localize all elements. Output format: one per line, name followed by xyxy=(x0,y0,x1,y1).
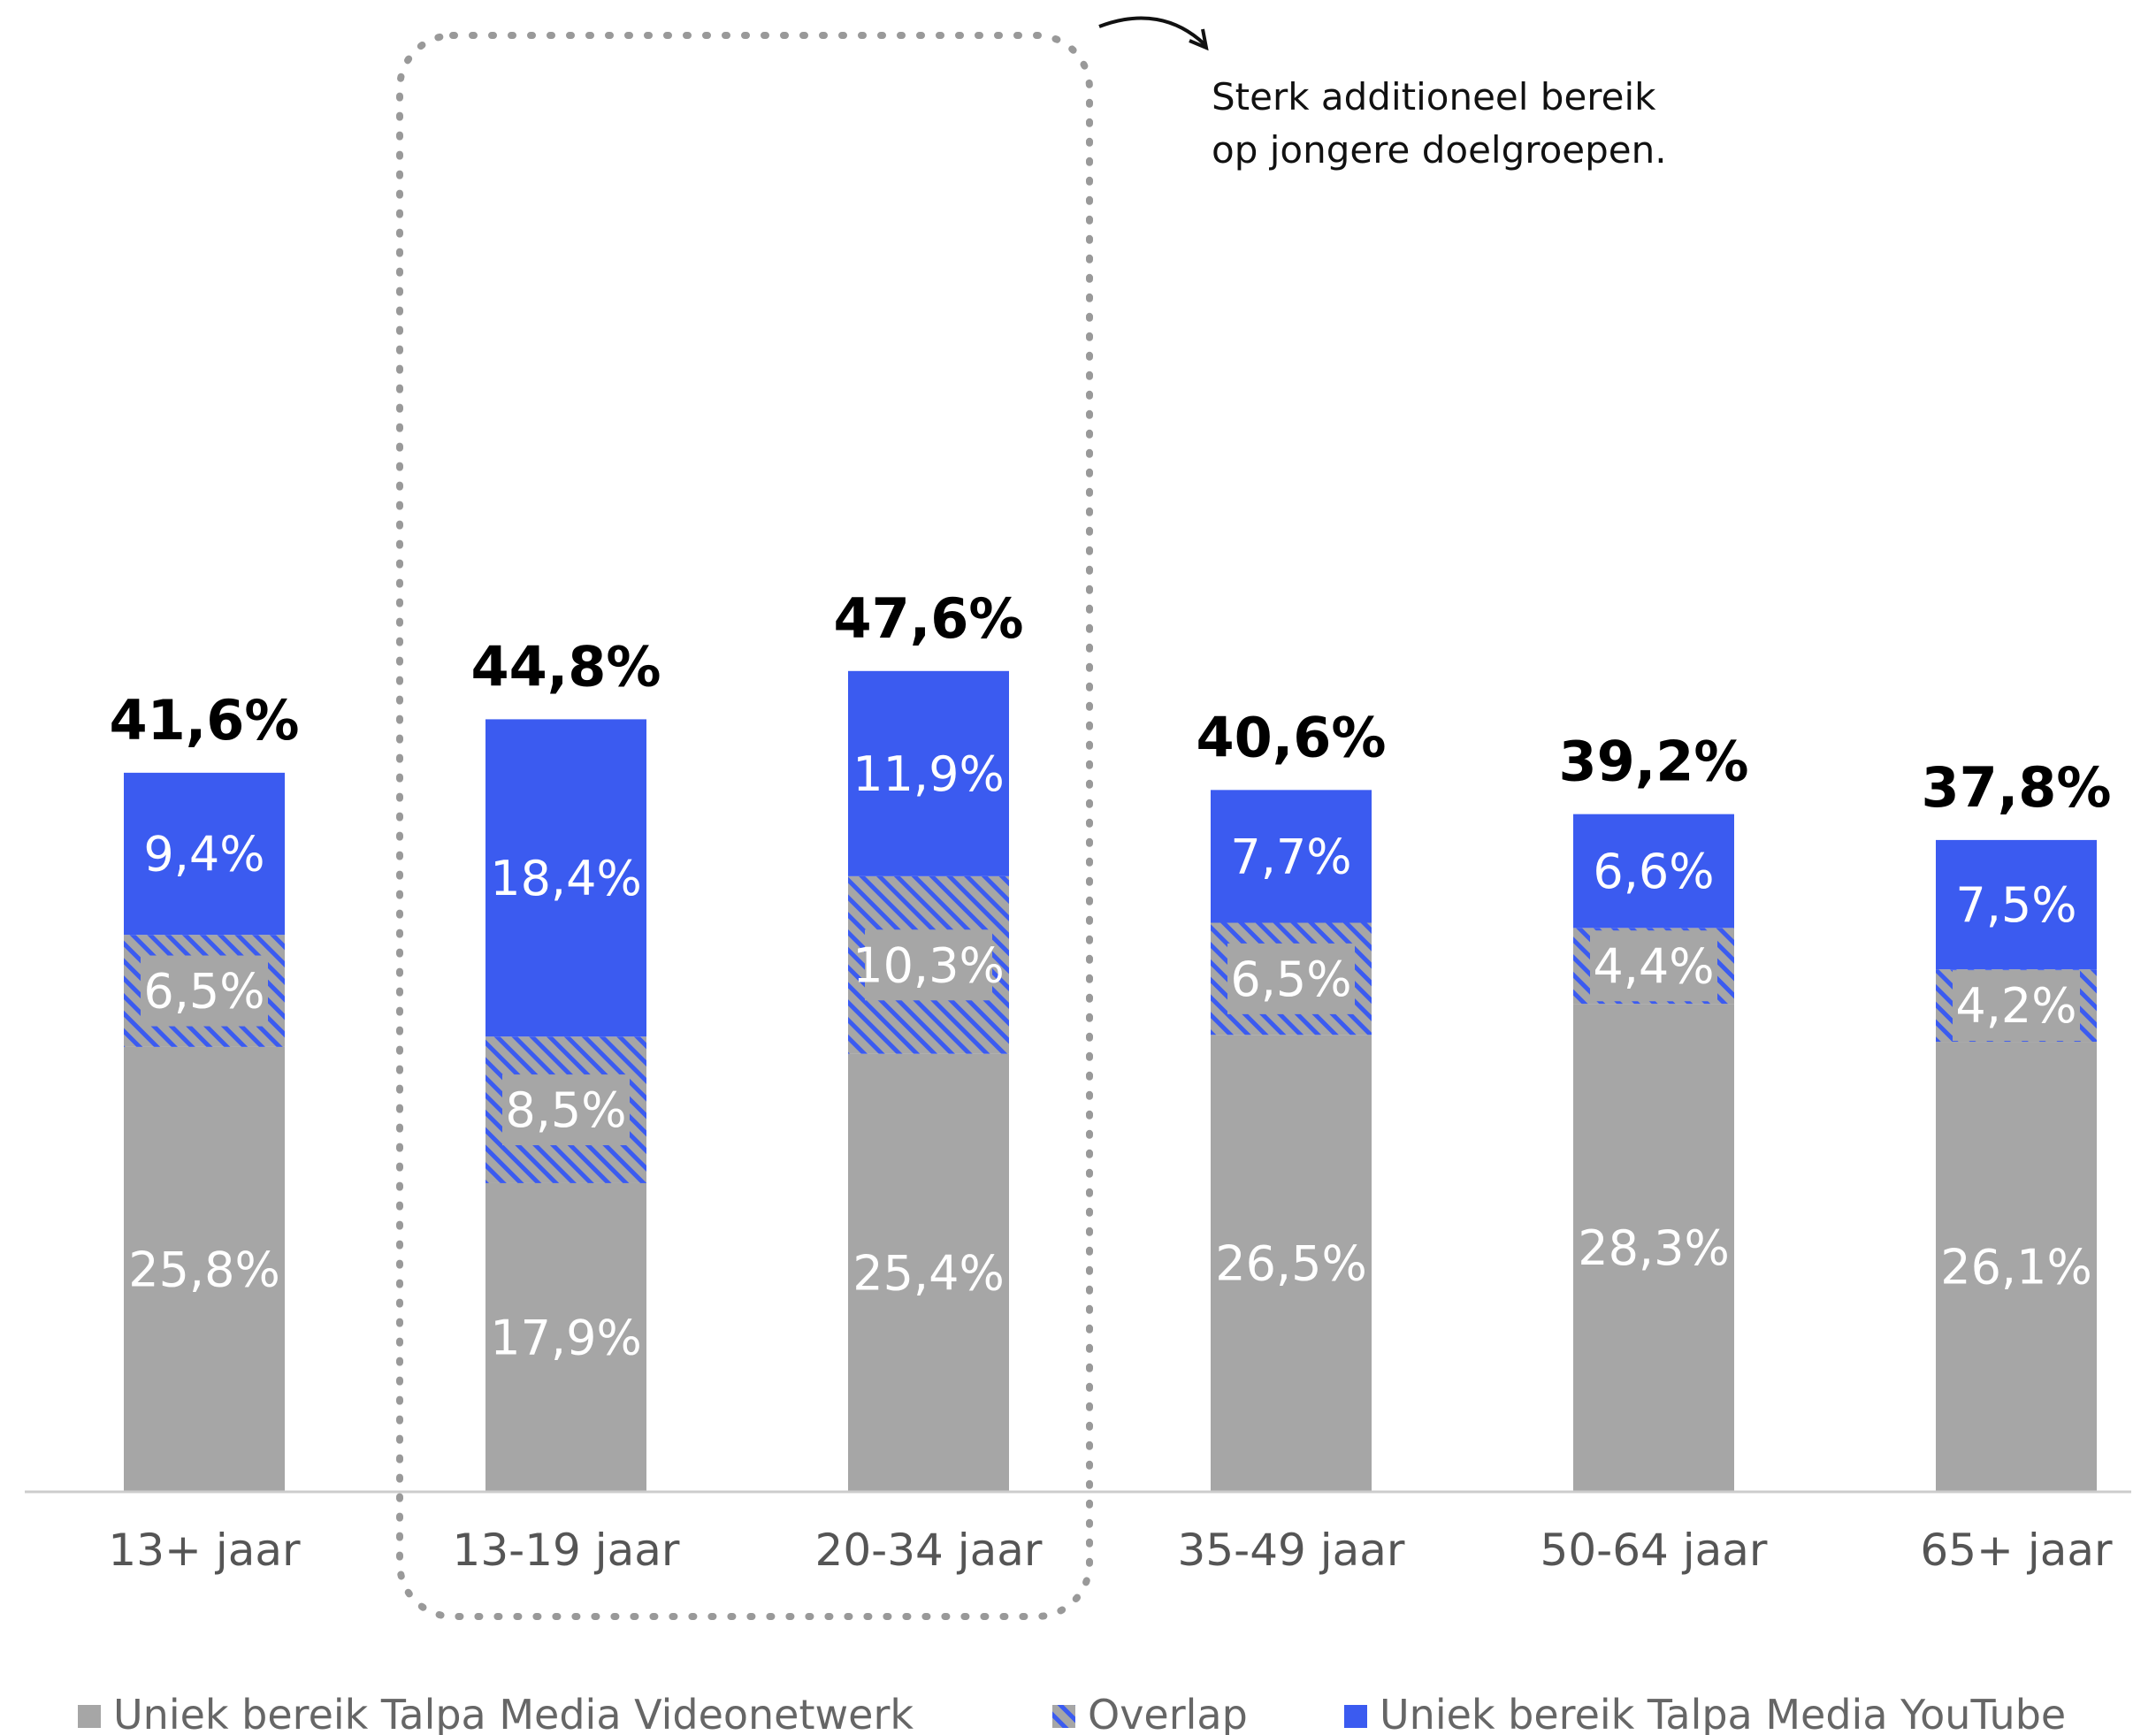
x-tick-label: 13-19 jaar xyxy=(453,1525,680,1576)
segment-value-label: 4,2% xyxy=(1955,978,2076,1034)
segment-value-label: 25,8% xyxy=(128,1242,280,1297)
bar-segment-1 xyxy=(1573,1004,1734,1492)
bars-group: 25,8% 6,5% 9,4% 41,6% 17,9% 8,5% 18,4% 44,8% 25,… xyxy=(109,586,2112,1492)
bar-total-label: 44,8% xyxy=(470,634,661,699)
legend-label-3: Uniek bereik Talpa Media YouTube xyxy=(1380,1691,2066,1735)
bar-segment-1 xyxy=(485,1182,646,1492)
x-tick-label: 20-34 jaar xyxy=(815,1525,1043,1576)
legend-swatch-1 xyxy=(78,1705,101,1728)
segment-value-label: 6,5% xyxy=(1230,952,1351,1007)
segment-label-background xyxy=(1953,970,2080,1042)
bar-total-label: 47,6% xyxy=(833,586,1023,651)
x-tick-label: 65+ jaar xyxy=(1920,1525,2113,1576)
segment-label-background xyxy=(1590,930,1717,1002)
annotation-line-2: op jongere doelgroepen. xyxy=(1212,128,1667,172)
segment-value-label: 26,5% xyxy=(1215,1236,1367,1292)
bar-segment-3 xyxy=(485,719,646,1037)
highlight-box xyxy=(396,32,1093,1620)
bar-segment-3 xyxy=(848,670,1009,876)
segment-value-label: 28,3% xyxy=(1578,1220,1730,1276)
segment-value-label: 26,1% xyxy=(1940,1240,2092,1296)
legend: Uniek bereik Talpa Media Videonetwerk Ove… xyxy=(78,1691,2066,1735)
x-tick-labels: 13+ jaar 13-19 jaar 20-34 jaar 35-49 jaar 50… xyxy=(108,1525,2113,1576)
segment-value-label: 8,5% xyxy=(505,1082,626,1138)
bar-segment-1 xyxy=(848,1053,1009,1492)
segment-value-label: 10,3% xyxy=(852,937,1005,993)
bar-segment-1 xyxy=(124,1046,285,1492)
bar-total-label: 37,8% xyxy=(1921,755,2111,820)
bar-total-label: 39,2% xyxy=(1558,730,1748,794)
segment-label-background xyxy=(865,929,992,1001)
bar-total-label: 41,6% xyxy=(109,688,299,753)
bar-segment-3 xyxy=(124,772,285,936)
arrowhead-icon xyxy=(1189,28,1209,51)
legend-label-1: Uniek bereik Talpa Media Videonetwerk xyxy=(113,1691,914,1735)
segment-value-label: 17,9% xyxy=(490,1310,642,1365)
segment-value-label: 7,5% xyxy=(1955,877,2076,933)
segment-value-label: 11,9% xyxy=(852,746,1005,802)
annotation-line-1: Sterk additioneel bereik xyxy=(1212,75,1656,118)
segment-value-label: 6,5% xyxy=(143,964,264,1020)
segment-label-background xyxy=(502,1074,630,1146)
bar-segment-3 xyxy=(1936,839,2097,970)
bar-segment-1 xyxy=(1211,1035,1372,1492)
bar-segment-3 xyxy=(1211,790,1372,923)
bar-segment-1 xyxy=(1936,1042,2097,1492)
x-tick-label: 35-49 jaar xyxy=(1178,1525,1405,1576)
arrow-icon xyxy=(1098,16,1206,46)
bar-total-label: 40,6% xyxy=(1196,705,1386,769)
legend-label-2: Overlap xyxy=(1088,1691,1248,1735)
segment-label-background xyxy=(1227,943,1355,1014)
legend-swatch-3 xyxy=(1344,1705,1367,1728)
segment-label-background xyxy=(141,955,268,1027)
segment-value-label: 9,4% xyxy=(143,827,264,883)
segment-value-label: 18,4% xyxy=(490,851,642,906)
segment-value-label: 25,4% xyxy=(852,1245,1005,1301)
segment-value-label: 4,4% xyxy=(1593,938,1714,994)
bar-segment-3 xyxy=(1573,814,1734,929)
segment-value-label: 6,6% xyxy=(1593,844,1714,899)
legend-swatch-2 xyxy=(1052,1705,1075,1728)
x-tick-label: 50-64 jaar xyxy=(1541,1525,1768,1576)
segment-value-label: 7,7% xyxy=(1230,829,1351,884)
x-tick-label: 13+ jaar xyxy=(108,1525,301,1576)
